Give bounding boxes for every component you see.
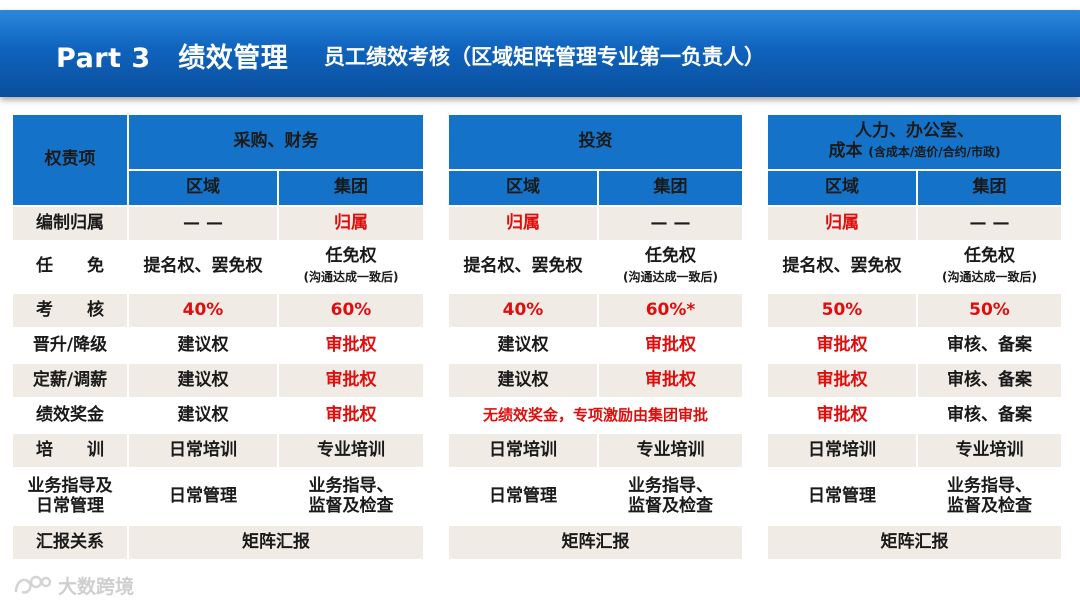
cell: 审批权 bbox=[597, 362, 744, 399]
cell: 50% bbox=[766, 292, 918, 329]
cell: 60% bbox=[277, 292, 425, 329]
row-label: 晋升/降级 bbox=[11, 327, 129, 364]
cell: 专业培训 bbox=[597, 432, 744, 469]
report-cell: 矩阵汇报 bbox=[127, 524, 425, 561]
cell: 建议权 bbox=[127, 397, 279, 434]
cell: 归属 bbox=[447, 205, 599, 242]
col-header-region: 区域 bbox=[766, 169, 918, 207]
row-label: 任 免 bbox=[11, 240, 129, 294]
row-label: 培 训 bbox=[11, 432, 129, 469]
row-label: 编制归属 bbox=[11, 205, 129, 242]
cell: 审批权 bbox=[277, 362, 425, 399]
cell: 60%* bbox=[597, 292, 744, 329]
cell-appoint: 任免权 (沟通达成一致后) bbox=[277, 240, 425, 294]
cell: 专业培训 bbox=[277, 432, 425, 469]
cell: 提名权、罢免权 bbox=[127, 240, 279, 294]
cell: 日常培训 bbox=[766, 432, 918, 469]
cell: 审批权 bbox=[766, 362, 918, 399]
cell: 建议权 bbox=[447, 327, 599, 364]
cell: 业务指导、 监督及检查 bbox=[277, 467, 425, 526]
report-cell: 矩阵汇报 bbox=[447, 524, 744, 561]
brand-logo-icon bbox=[14, 575, 52, 594]
col-header-group: 集团 bbox=[277, 169, 425, 207]
appoint-note: (沟通达成一致后) bbox=[303, 270, 399, 284]
cell: 业务指导、 监督及检查 bbox=[916, 467, 1063, 526]
cell: 50% bbox=[916, 292, 1063, 329]
cell: 审批权 bbox=[277, 397, 425, 434]
cell: 审核、备案 bbox=[916, 362, 1063, 399]
cell: 日常管理 bbox=[127, 467, 279, 526]
cell: 日常培训 bbox=[447, 432, 599, 469]
cell: — — bbox=[916, 205, 1063, 242]
table-hr-office-cost: 人力、办公室、 成本 (含成本/造价/合约/市政) 区域 集团 归属 — — 提… bbox=[766, 113, 1063, 561]
cell: 提名权、罢免权 bbox=[447, 240, 599, 294]
table-title: 采购、财务 bbox=[127, 113, 425, 171]
cell: 审批权 bbox=[766, 327, 918, 364]
cell: 归属 bbox=[277, 205, 425, 242]
cell: 40% bbox=[127, 292, 279, 329]
cell: — — bbox=[127, 205, 279, 242]
cell-text: 任免权 bbox=[645, 246, 696, 267]
slide-subtitle: 员工绩效考核（区域矩阵管理专业第一负责人） bbox=[324, 45, 765, 69]
title-banner: Part 3 绩效管理 员工绩效考核（区域矩阵管理专业第一负责人） bbox=[0, 10, 1080, 97]
cell-appoint: 任免权 (沟通达成一致后) bbox=[597, 240, 744, 294]
watermark-text: 大数跨境 bbox=[58, 575, 135, 598]
row-label: 汇报关系 bbox=[11, 524, 129, 561]
report-cell: 矩阵汇报 bbox=[766, 524, 1063, 561]
cell: 审核、备案 bbox=[916, 397, 1063, 434]
table-purchasing-finance: 权责项 采购、财务 区域 集团 编制归属 — — 归属 任 免 提名权、罢免权 … bbox=[11, 113, 425, 561]
bonus-note-cell: 无绩效奖金，专项激励由集团审批 bbox=[447, 397, 744, 434]
table-title-line1: 人力、办公室、 bbox=[855, 121, 974, 142]
cell: — — bbox=[597, 205, 744, 242]
cell: 日常管理 bbox=[766, 467, 918, 526]
cell: 专业培训 bbox=[916, 432, 1063, 469]
row-label: 业务指导及 日常管理 bbox=[11, 467, 129, 526]
appoint-note: (沟通达成一致后) bbox=[942, 270, 1037, 284]
table-title: 人力、办公室、 成本 (含成本/造价/合约/市政) bbox=[766, 113, 1063, 171]
col-header-group: 集团 bbox=[916, 169, 1063, 207]
cell: 日常培训 bbox=[127, 432, 279, 469]
cell: 建议权 bbox=[127, 327, 279, 364]
cell: 审批权 bbox=[766, 397, 918, 434]
appoint-note: (沟通达成一致后) bbox=[623, 270, 718, 284]
col-header-region: 区域 bbox=[447, 169, 599, 207]
cell: 建议权 bbox=[127, 362, 279, 399]
table-investment: 投资 区域 集团 归属 — — 提名权、罢免权 任免权 (沟通达成一致后) 40%… bbox=[447, 113, 744, 561]
cell: 归属 bbox=[766, 205, 918, 242]
cell: 40% bbox=[447, 292, 599, 329]
cell: 业务指导、 监督及检查 bbox=[597, 467, 744, 526]
cell-appoint: 任免权 (沟通达成一致后) bbox=[916, 240, 1063, 294]
cell-text: 任免权 bbox=[964, 246, 1015, 267]
corner-header: 权责项 bbox=[11, 113, 129, 207]
col-header-group: 集团 bbox=[597, 169, 744, 207]
table-title: 投资 bbox=[447, 113, 744, 171]
row-label: 考 核 bbox=[11, 292, 129, 329]
section-title: Part 3 绩效管理 bbox=[56, 43, 289, 74]
col-header-region: 区域 bbox=[127, 169, 279, 207]
cell: 建议权 bbox=[447, 362, 599, 399]
row-label: 绩效奖金 bbox=[11, 397, 129, 434]
cell: 审批权 bbox=[277, 327, 425, 364]
cell: 审核、备案 bbox=[916, 327, 1063, 364]
table-title-note: (含成本/造价/合约/市政) bbox=[868, 145, 1001, 159]
row-label: 定薪/调薪 bbox=[11, 362, 129, 399]
cell: 日常管理 bbox=[447, 467, 599, 526]
cell: 提名权、罢免权 bbox=[766, 240, 918, 294]
watermark: 大数跨境 bbox=[12, 570, 134, 600]
cell: 审批权 bbox=[597, 327, 744, 364]
table-title-line2: 成本 bbox=[828, 141, 863, 161]
cell-text: 任免权 bbox=[325, 246, 377, 267]
